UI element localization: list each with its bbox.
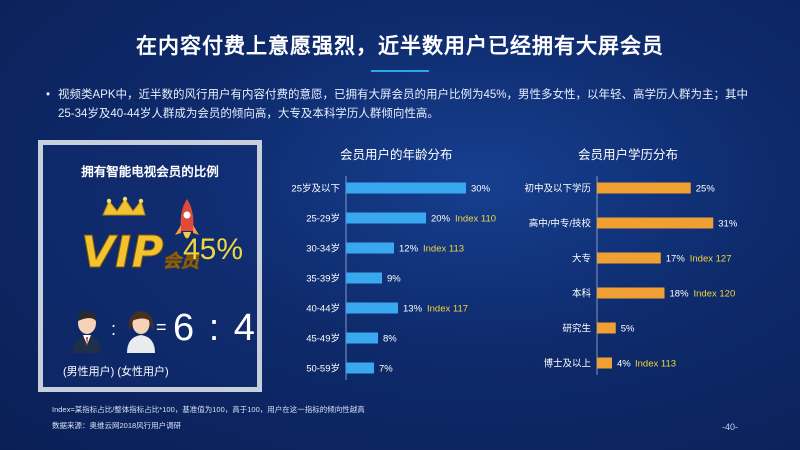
edu-bar: [597, 357, 612, 369]
edu-category-label: 本科: [572, 288, 592, 300]
female-label: (女性用户): [117, 366, 169, 378]
age-category-label: 50-59岁: [306, 363, 340, 375]
edu-value-label: 4%: [617, 359, 631, 370]
age-value-label: 13%: [403, 304, 423, 315]
age-category-label: 30-34岁: [306, 243, 340, 255]
age-bar: [346, 212, 426, 224]
title-underline: [371, 70, 429, 72]
vip-sub-text: 会员: [163, 251, 200, 272]
index-footnote: Index=某指标占比/整体指标占比*100，基准值为100，高于100，用户在…: [52, 405, 365, 414]
vip-text: VIP: [81, 227, 164, 278]
edu-category-label: 研究生: [562, 323, 591, 335]
female-user-icon: [127, 311, 155, 353]
age-index-label: Index 110: [455, 214, 496, 225]
age-value-label: 30%: [471, 184, 491, 195]
edu-bar: [597, 287, 665, 299]
age-category-label: 25-29岁: [306, 213, 340, 225]
edu-category-label: 高中/中专/技校: [529, 218, 592, 230]
age-category-label: 45-49岁: [306, 333, 340, 345]
age-index-label: Index 113: [423, 244, 464, 255]
age-bar: [346, 362, 374, 374]
edu-bar: [597, 217, 714, 229]
vip-crown-rocket-icon: VIP 会员: [81, 196, 200, 279]
gender-labels: (男性用户) (女性用户): [63, 363, 169, 379]
male-label: (男性用户): [63, 366, 115, 378]
edu-index-label: Index 113: [635, 359, 676, 370]
vip-ratio-card: 拥有智能电视会员的比例 VIP 会员 45% : = 6 : 4 (男性用户) …: [38, 140, 262, 392]
edu-category-label: 初中及以下学历: [524, 183, 591, 195]
equals-sign: =: [156, 317, 167, 337]
edu-value-label: 31%: [718, 219, 738, 230]
page-title: 在内容付费上意愿强烈，近半数用户已经拥有大屏会员: [136, 35, 664, 58]
edu-bar: [597, 182, 691, 194]
edu-bar: [597, 322, 616, 334]
edu-value-label: 18%: [670, 289, 690, 300]
male-user-icon: [73, 310, 101, 353]
edu-category-label: 大专: [572, 253, 591, 265]
age-bar: [346, 302, 398, 314]
edu-value-label: 25%: [696, 184, 716, 195]
age-bar: [346, 182, 466, 194]
age-bar: [346, 242, 394, 254]
summary-text: • 视频类APK中，近半数的风行用户有内容付费的意愿，已拥有大屏会员的用户比例为…: [46, 86, 758, 124]
age-value-label: 12%: [399, 244, 419, 255]
gender-ratio: 6 : 4: [173, 307, 257, 349]
summary-body: 视频类APK中，近半数的风行用户有内容付费的意愿，已拥有大屏会员的用户比例为45…: [58, 89, 749, 120]
gender-colon: :: [111, 319, 117, 339]
age-category-label: 25岁及以下: [291, 183, 340, 195]
age-value-label: 8%: [383, 334, 397, 345]
age-chart-title: 会员用户的年龄分布: [340, 148, 453, 162]
page-number: -40-: [722, 422, 739, 432]
age-value-label: 20%: [431, 214, 451, 225]
edu-bar: [597, 252, 661, 264]
edu-value-label: 17%: [666, 254, 686, 265]
edu-index-label: Index 120: [694, 289, 736, 300]
edu-chart-title: 会员用户学历分布: [578, 148, 679, 162]
age-value-label: 7%: [379, 364, 393, 375]
card-title: 拥有智能电视会员的比例: [81, 165, 219, 179]
edu-index-label: Index 127: [690, 254, 732, 265]
edu-value-label: 5%: [621, 324, 635, 335]
age-value-label: 9%: [387, 274, 401, 285]
age-category-label: 40-44岁: [306, 303, 340, 315]
age-index-label: Index 117: [427, 304, 468, 315]
age-category-label: 35-39岁: [306, 273, 340, 285]
bullet-icon: •: [46, 89, 51, 101]
member-percentage: 45%: [183, 233, 244, 266]
edu-category-label: 博士及以上: [543, 358, 591, 370]
source-footnote: 数据来源：奥维云网2018风行用户调研: [52, 421, 182, 430]
age-bar: [346, 272, 382, 284]
age-bar: [346, 332, 378, 344]
